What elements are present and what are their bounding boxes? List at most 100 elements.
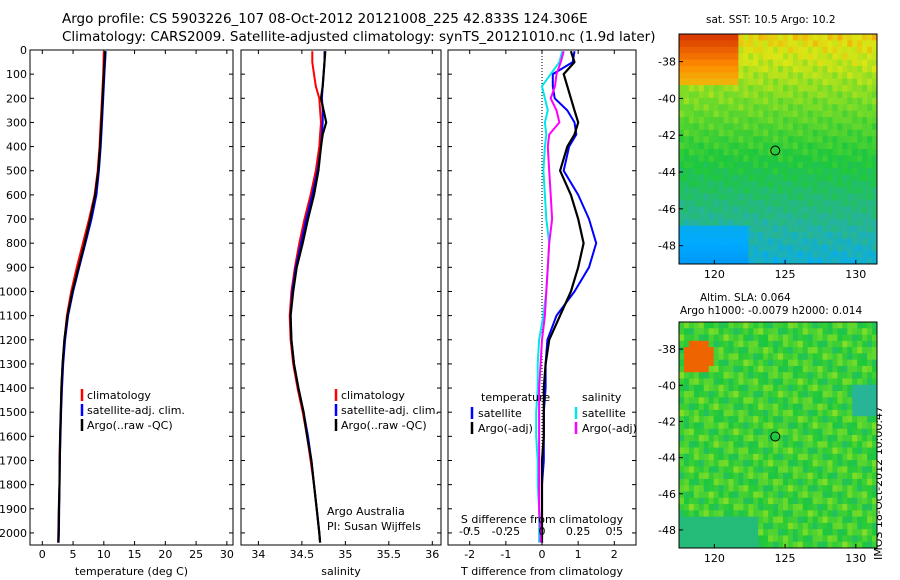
map-cell [718,485,724,492]
map-cell [753,422,759,430]
map-cell [852,428,858,436]
map-cell [758,416,764,423]
map-cell [817,435,823,442]
legend-label: climatology [341,389,405,402]
map-cell [713,40,719,48]
map-cell [679,129,685,137]
map-cell [778,472,784,480]
map-cell [837,200,843,207]
map-cell [807,347,814,354]
map-cell [743,435,749,442]
map-cell [802,435,809,442]
map-cell [758,174,764,182]
map-cell [773,155,779,163]
map-cell [753,328,759,335]
map-cell [812,136,818,144]
map-cell [822,46,828,54]
map-cell [763,472,769,480]
map-cell [703,40,710,48]
map-cell [787,85,794,92]
map-cell [862,409,868,417]
map-cell [753,200,759,207]
map-cell [827,59,833,67]
map-cell [738,123,744,131]
s-tick-label: -0.25 [492,525,520,538]
map-cell [827,225,833,233]
map-cell [723,541,729,549]
map-cell [703,359,710,367]
map-cell [723,485,729,492]
map-cell [738,334,744,342]
map-cell [753,322,759,329]
map-cell [792,416,799,423]
map-cell [733,322,739,329]
map-cell [847,384,853,392]
map-cell [857,238,863,246]
map-cell [802,453,809,461]
map-cell [743,129,749,137]
map-cell [802,110,809,118]
map-cell [708,428,715,436]
map-cell [679,65,685,73]
map-cell [857,384,863,392]
map-cell [812,391,818,398]
map-cell [748,529,754,536]
map-cell [688,384,695,392]
map-cell [773,334,779,342]
map-cell [713,180,719,188]
map-cell [708,59,715,67]
map-cell [708,129,715,137]
map-cell [753,391,759,398]
map-cell [748,510,754,518]
map-cell [847,117,853,124]
map-cell [867,244,873,252]
map-cell [867,53,873,60]
map-cell [693,34,700,41]
map-cell [679,347,685,354]
map-cell [842,53,848,60]
map-cell [822,409,828,417]
map-cell [768,174,774,182]
map-cell [693,212,700,220]
map-cell [857,510,863,518]
map-cell [778,322,784,329]
map-cell [688,168,695,175]
map-cell [708,225,715,233]
map-cell [693,244,700,252]
map-cell [852,85,858,92]
map-cell [693,384,700,392]
map-cell [807,359,814,367]
map-cell [787,340,794,348]
map-cell [822,504,828,511]
panel-difference [447,49,637,546]
map-cell [753,541,759,549]
map-cell [812,193,818,201]
map-cell [713,251,719,259]
map-cell [723,149,729,156]
map-cell [733,365,739,373]
map-cell [782,504,789,511]
map-cell [753,257,759,265]
map-cell [728,78,734,86]
map-cell [758,65,764,73]
map-cell [792,187,799,195]
depth-tick-label: 900 [6,261,27,274]
map-cell [782,97,789,105]
map-cell [753,149,759,156]
map-cell [787,46,794,54]
map-cell [743,409,749,417]
map-cell [817,491,823,499]
map-cell [778,34,784,41]
map-cell [812,472,818,480]
map-cell [723,136,729,144]
map-x-tick-label: 125 [775,552,796,565]
map-cell [693,365,700,373]
map-cell [862,522,868,530]
map-cell [718,59,724,67]
map-cell [862,193,868,201]
map-cell [708,522,715,530]
map-cell [792,334,799,342]
map-cell [708,347,715,354]
map-cell [708,257,715,265]
map-cell [683,238,690,246]
